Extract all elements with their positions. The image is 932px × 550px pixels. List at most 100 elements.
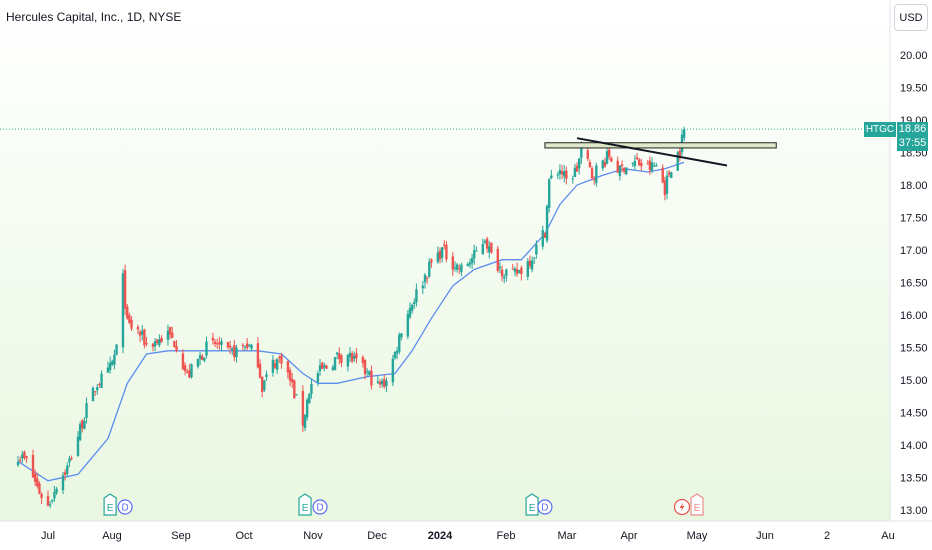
currency-button[interactable]: USD (894, 4, 928, 31)
candle-body (335, 352, 339, 355)
candle-body (226, 342, 230, 348)
lightning-icon (679, 502, 685, 512)
candle-body (250, 344, 253, 349)
dividend-icon[interactable]: D (117, 499, 133, 515)
candle-body (640, 162, 643, 167)
resistance-zone[interactable] (544, 142, 777, 149)
candle-body (295, 394, 298, 396)
candle-body (436, 252, 440, 262)
candle-body (121, 273, 125, 348)
candle-body (481, 243, 485, 255)
dividend-icon-shape (117, 499, 133, 515)
candle-body (243, 346, 247, 348)
candle-body (31, 454, 35, 478)
candle-body (108, 362, 112, 371)
candle-body (91, 387, 95, 402)
candle-body (168, 327, 172, 335)
candle-body (503, 276, 506, 279)
candle-body (186, 371, 189, 373)
dividend-icon[interactable]: D (537, 499, 553, 515)
candle-body (320, 362, 324, 369)
candle-body (286, 361, 290, 373)
candle-body (68, 458, 71, 463)
price-tick-label: 19.50 (900, 83, 928, 95)
earnings-icon[interactable]: E (690, 493, 704, 516)
candle-body (38, 483, 41, 494)
candle-body (340, 355, 343, 363)
candle-body (141, 330, 144, 335)
candle-body (483, 240, 487, 243)
candle-body (145, 343, 148, 345)
candle-body (383, 379, 386, 387)
candle-body (18, 460, 22, 462)
candle-body (475, 250, 478, 252)
candle-body (325, 365, 328, 369)
candle-body (51, 499, 54, 502)
candle-body (453, 267, 457, 269)
dividend-icon[interactable]: D (312, 499, 328, 515)
candle-body (425, 277, 429, 279)
candle-body (350, 353, 354, 362)
candle-body (533, 257, 536, 259)
candle-body (515, 269, 519, 274)
ticker-badge: HTGC (864, 122, 896, 137)
candle-body (273, 363, 277, 368)
candle-body (288, 369, 292, 381)
price-tick-label: 13.00 (900, 505, 928, 517)
moving-average-line (17, 161, 685, 482)
time-tick-label: Sep (171, 530, 191, 542)
candle-body (428, 261, 431, 277)
candle-body (415, 289, 418, 303)
price-tick-label: 13.50 (900, 473, 928, 485)
candle-body (663, 180, 667, 196)
candle-body (610, 157, 613, 162)
last-price-badge: 18.86 37:55 (897, 122, 928, 151)
candle-body (556, 174, 559, 176)
earnings-icon-label: E (529, 503, 536, 514)
candle-body (235, 347, 238, 357)
candle-body (275, 359, 279, 370)
candle-body (190, 364, 193, 378)
candle-body (605, 151, 609, 164)
candle-body (558, 170, 562, 175)
candle-body (188, 370, 191, 378)
candle-body (213, 341, 217, 344)
candle-body (368, 371, 371, 375)
candle-body (301, 390, 305, 426)
candle-body (106, 367, 110, 373)
candle-body (648, 160, 652, 171)
candle-body (496, 248, 500, 271)
candle-body (601, 160, 604, 169)
candle-body (96, 387, 99, 391)
dividend-icon-label: D (121, 503, 128, 514)
trend-line[interactable] (576, 137, 728, 167)
candle-body (211, 337, 215, 341)
candle-body (652, 165, 656, 167)
earnings-icon[interactable]: E (525, 493, 539, 516)
candle-body (590, 168, 594, 179)
earnings-icon[interactable]: E (103, 493, 117, 516)
candle-body (631, 163, 634, 165)
earnings-icon[interactable]: E (298, 493, 312, 516)
candle-body (151, 343, 155, 347)
dividend-icon-shape (537, 499, 553, 515)
candle-body (166, 330, 170, 340)
time-tick-label: 2 (824, 530, 830, 542)
split-icon[interactable] (673, 498, 691, 516)
candle-body (376, 381, 380, 383)
candle-body (158, 339, 161, 346)
candle-body (258, 363, 262, 378)
candle-body (66, 465, 69, 474)
candle-body (76, 436, 80, 457)
candle-body (160, 337, 163, 343)
candle-body (196, 359, 200, 367)
candle-body (280, 355, 283, 364)
candle-body (48, 504, 52, 506)
candle-body (100, 373, 103, 389)
candle-body (316, 373, 320, 383)
candle-body (365, 371, 369, 373)
candle-body (245, 343, 249, 349)
chart-title: Hercules Capital, Inc., 1D, NYSE (6, 10, 182, 24)
